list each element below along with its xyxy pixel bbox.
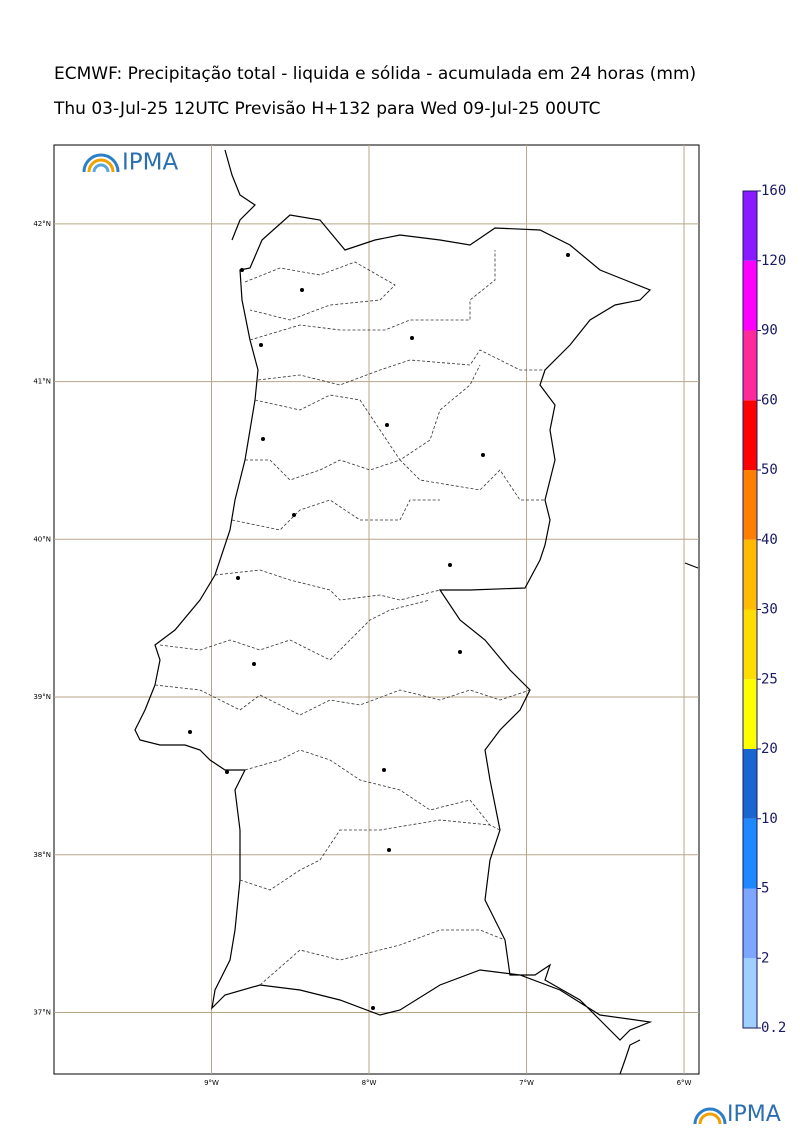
colorbar-segment [743, 679, 757, 749]
colorbar-segment [743, 400, 757, 470]
colorbar-label: 40 [761, 532, 778, 548]
district-borders [154, 250, 545, 986]
colorbar-label: 30 [761, 602, 778, 618]
y-tick-label: 41°N [33, 378, 51, 386]
colorbar-label: 20 [761, 741, 778, 757]
colorbar-label: 120 [761, 253, 786, 269]
y-tick-label: 39°N [33, 693, 51, 701]
logo-text: IPMA [122, 150, 178, 176]
x-tick-label: 7°W [519, 1079, 534, 1087]
y-tick-label: 42°N [33, 220, 51, 228]
map: 9°W 8°W 7°W 6°W 42°N 41°N 40°N 39°N 38°N 37°N [33, 144, 700, 1087]
subtitle: Thu 03-Jul-25 12UTC Previsão H+132 para … [53, 99, 600, 119]
colorbar-label: 0.2 [761, 1020, 786, 1036]
x-tick-label: 6°W [677, 1079, 692, 1087]
colorbar-label: 90 [761, 323, 778, 339]
colorbar-label: 50 [761, 462, 778, 478]
colorbar-label: 5 [761, 881, 769, 897]
colorbar-segment [743, 191, 757, 261]
colorbar-label: 25 [761, 671, 778, 687]
colorbar-segment [743, 260, 757, 331]
title: ECMWF: Precipitação total - liquida e só… [54, 64, 696, 84]
colorbar-segment [743, 749, 757, 819]
colorbar-segment [743, 888, 757, 959]
y-tick-label: 38°N [33, 851, 51, 859]
x-tick-label: 8°W [362, 1079, 377, 1087]
spain-coast [224, 149, 699, 1075]
colorbar-label: 10 [761, 811, 778, 827]
colorbar-label: 160 [761, 183, 786, 199]
colorbar-segment [743, 609, 757, 680]
colorbar-segment [743, 330, 757, 401]
colorbar-segment [743, 958, 757, 1028]
colorbar-segment [743, 818, 757, 889]
coastline [134, 214, 653, 1041]
landmass [134, 149, 699, 1075]
colorbar-label: 2 [761, 950, 769, 966]
city-dots [188, 253, 570, 1010]
map-frame [53, 144, 700, 1075]
colorbar-segment [743, 470, 757, 540]
colorbar-label: 60 [761, 392, 778, 408]
x-tick-label: 9°W [204, 1079, 219, 1087]
colorbar-segment [743, 539, 757, 610]
y-tick-label: 37°N [33, 1008, 51, 1016]
footer-logo-text: IPMA [727, 1102, 781, 1127]
y-tick-label: 40°N [33, 535, 51, 543]
logo: IPMA [82, 150, 178, 176]
footer-logo: IPMA [693, 1102, 781, 1127]
